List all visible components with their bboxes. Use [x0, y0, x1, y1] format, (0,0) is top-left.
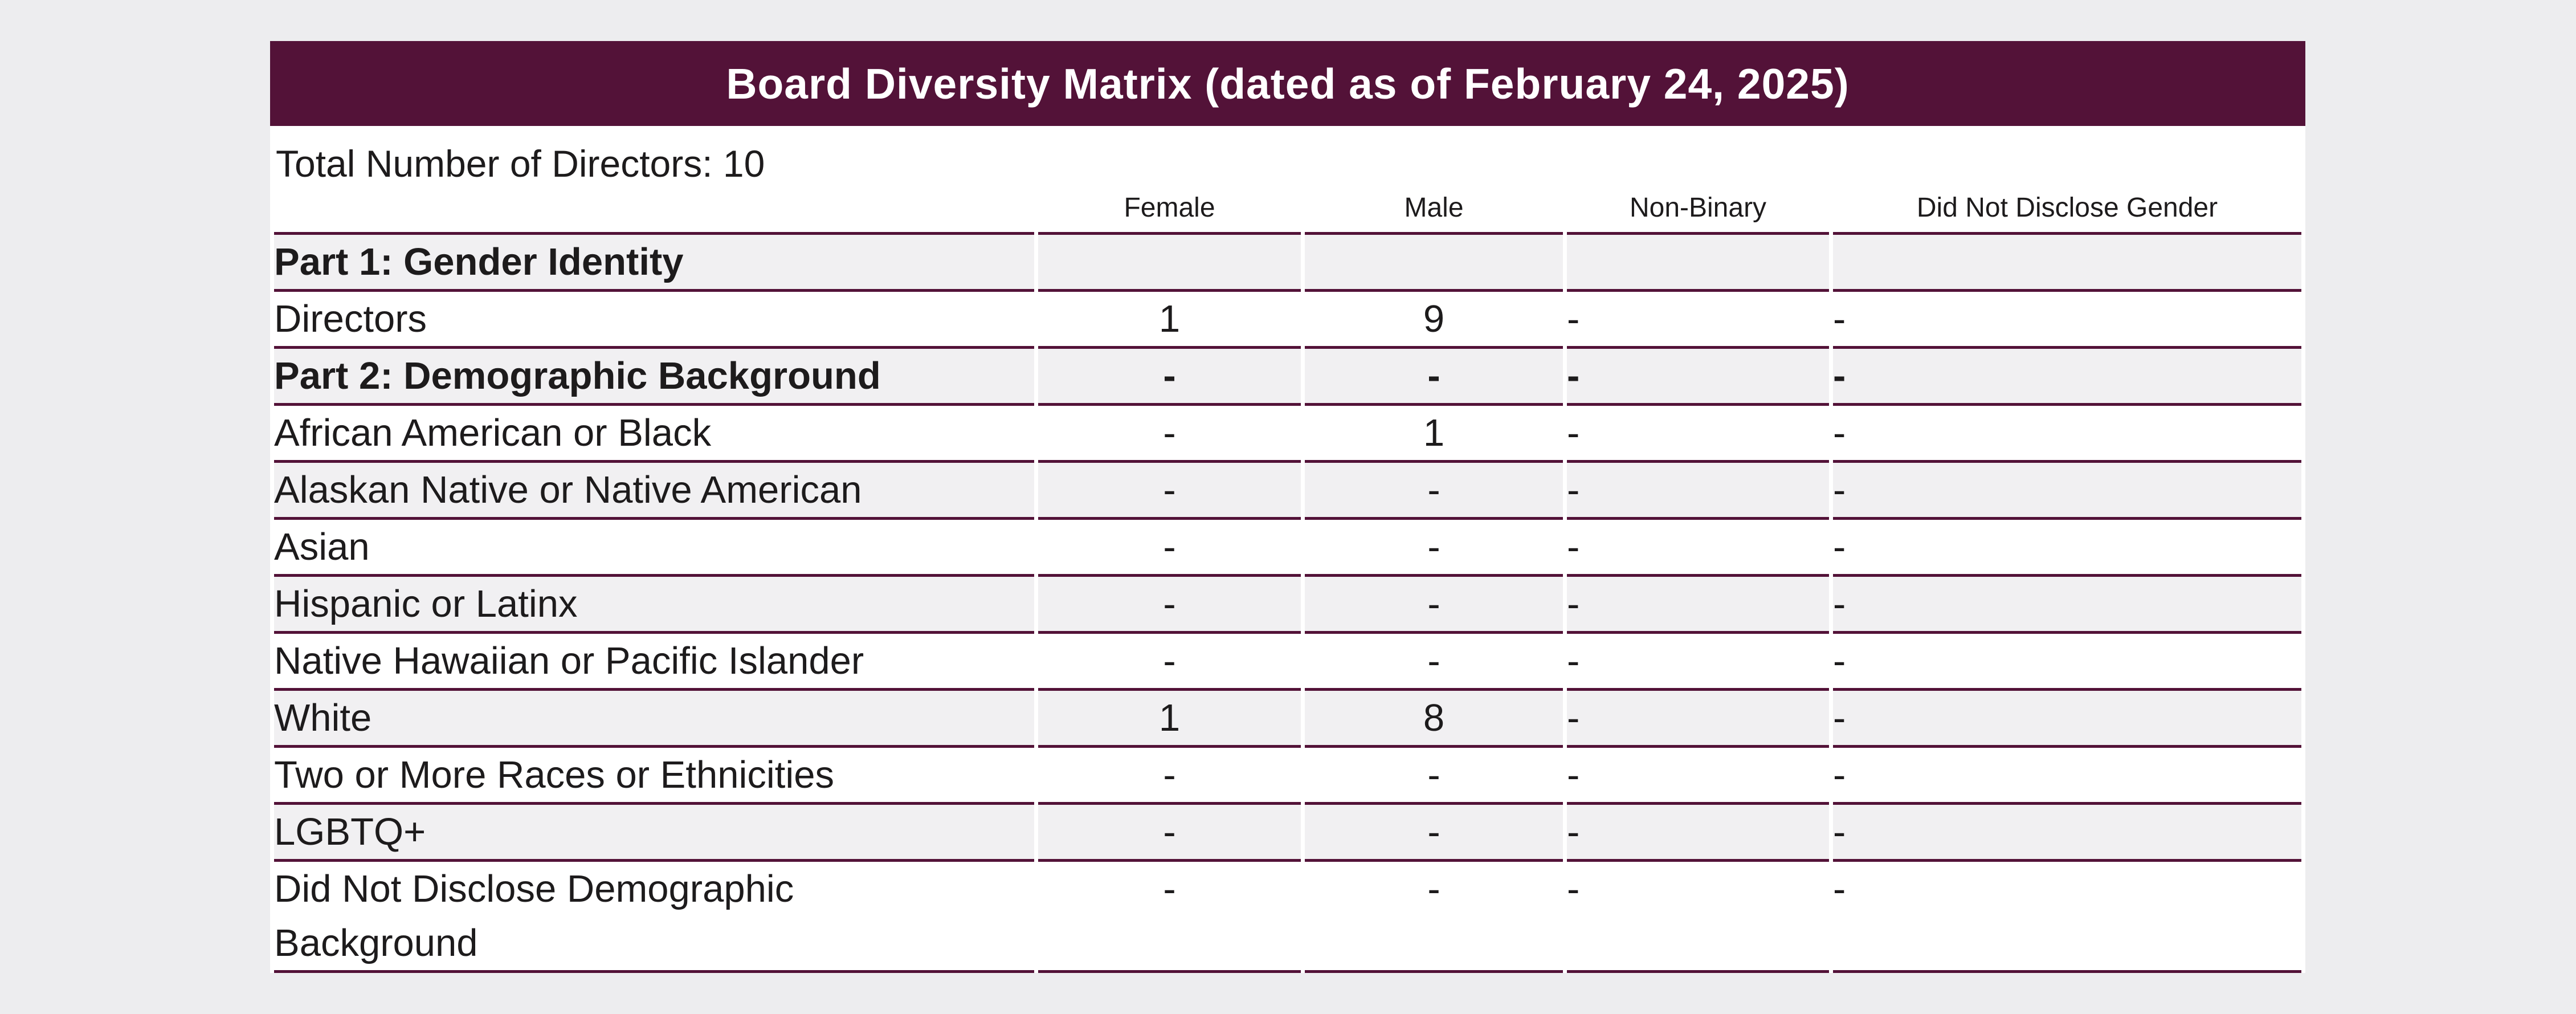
cell-value: 8 [1305, 691, 1563, 748]
table-row: Native Hawaiian or Pacific Islander - - - - [274, 634, 2301, 691]
cell-value: - [1567, 862, 1829, 973]
cell-value: - [1038, 634, 1301, 691]
cell-value: - [1305, 520, 1563, 577]
cell-value: - [1567, 292, 1829, 349]
cell-value: - [1305, 634, 1563, 691]
matrix-body: Total Number of Directors: 10 Female Male… [270, 126, 2305, 973]
board-diversity-matrix: Board Diversity Matrix (dated as of Febr… [270, 41, 2305, 973]
cell-value: - [1305, 862, 1563, 973]
cell-value: - [1833, 805, 2301, 862]
cell-value: 9 [1305, 292, 1563, 349]
table-row: Two or More Races or Ethnicities - - - - [274, 748, 2301, 805]
row-label: Directors [274, 292, 1034, 349]
cell-value: 1 [1038, 691, 1301, 748]
cell-value: - [1038, 748, 1301, 805]
diversity-table-header: Female Male Non-Binary Did Not Disclose Gen… [274, 186, 2301, 235]
table-row: Asian - - - - [274, 520, 2301, 577]
cell-value [1305, 235, 1563, 292]
cell-value: - [1567, 577, 1829, 634]
cell-value: - [1567, 691, 1829, 748]
cell-value: - [1567, 748, 1829, 805]
row-label: LGBTQ+ [274, 805, 1034, 862]
total-directors-label: Total Number of Directors: 10 [276, 142, 765, 185]
cell-value: - [1833, 862, 2301, 973]
cell-value: - [1038, 862, 1301, 973]
diversity-table: Female Male Non-Binary Did Not Disclose Gen… [270, 186, 2305, 973]
cell-value: - [1038, 406, 1301, 463]
table-row: White 1 8- - [274, 691, 2301, 748]
cell-value: - [1567, 520, 1829, 577]
column-header: Female [1038, 186, 1301, 235]
cell-value: - [1305, 577, 1563, 634]
column-header-empty [274, 186, 1034, 235]
row-label: Hispanic or Latinx [274, 577, 1034, 634]
table-row: Part 1: Gender Identity [274, 235, 2301, 292]
cell-value: - [1567, 406, 1829, 463]
cell-value: - [1567, 349, 1829, 406]
header-row: Female Male Non-Binary Did Not Disclose Gen… [274, 186, 2301, 235]
cell-value: - [1833, 406, 2301, 463]
matrix-title: Board Diversity Matrix (dated as of Febr… [726, 59, 1850, 108]
diversity-table-body: Part 1: Gender Identity Directors 1 9- - Part… [274, 235, 2301, 973]
cell-value [1833, 235, 2301, 292]
cell-value: - [1567, 463, 1829, 520]
table-row: Did Not Disclose Demographic Background -… [274, 862, 2301, 973]
cell-value: - [1833, 349, 2301, 406]
matrix-title-bar: Board Diversity Matrix (dated as of Febr… [270, 41, 2305, 126]
cell-value: - [1567, 805, 1829, 862]
cell-value: 1 [1305, 406, 1563, 463]
row-label: Alaskan Native or Native American [274, 463, 1034, 520]
table-row: Hispanic or Latinx - - - - [274, 577, 2301, 634]
cell-value: 1 [1038, 292, 1301, 349]
cell-value: - [1305, 463, 1563, 520]
table-row: Directors 1 9- - [274, 292, 2301, 349]
row-label: Part 1: Gender Identity [274, 235, 1034, 292]
row-label: Asian [274, 520, 1034, 577]
cell-value: - [1833, 691, 2301, 748]
cell-value: - [1833, 748, 2301, 805]
row-label: Two or More Races or Ethnicities [274, 748, 1034, 805]
row-label: African American or Black [274, 406, 1034, 463]
cell-value: - [1305, 349, 1563, 406]
row-label: Did Not Disclose Demographic Background [274, 862, 1034, 973]
column-header: Non-Binary [1567, 186, 1829, 235]
row-label: Native Hawaiian or Pacific Islander [274, 634, 1034, 691]
cell-value: - [1305, 748, 1563, 805]
cell-value: - [1567, 634, 1829, 691]
cell-value [1038, 235, 1301, 292]
table-row: Part 2: Demographic Background - - - - [274, 349, 2301, 406]
cell-value: - [1038, 520, 1301, 577]
table-row: LGBTQ+ - - - - [274, 805, 2301, 862]
cell-value: - [1833, 292, 2301, 349]
cell-value: - [1833, 577, 2301, 634]
cell-value: - [1833, 520, 2301, 577]
cell-value: - [1038, 349, 1301, 406]
cell-value: - [1833, 463, 2301, 520]
column-header: Male [1305, 186, 1563, 235]
cell-value [1567, 235, 1829, 292]
cell-value: - [1038, 805, 1301, 862]
cell-value: - [1038, 463, 1301, 520]
column-header: Did Not Disclose Gender [1833, 186, 2301, 235]
cell-value: - [1305, 805, 1563, 862]
cell-value: - [1038, 577, 1301, 634]
row-label: Part 2: Demographic Background [274, 349, 1034, 406]
table-row: African American or Black -1- - [274, 406, 2301, 463]
row-label: White [274, 691, 1034, 748]
cell-value: - [1833, 634, 2301, 691]
table-row: Alaskan Native or Native American - - - - [274, 463, 2301, 520]
